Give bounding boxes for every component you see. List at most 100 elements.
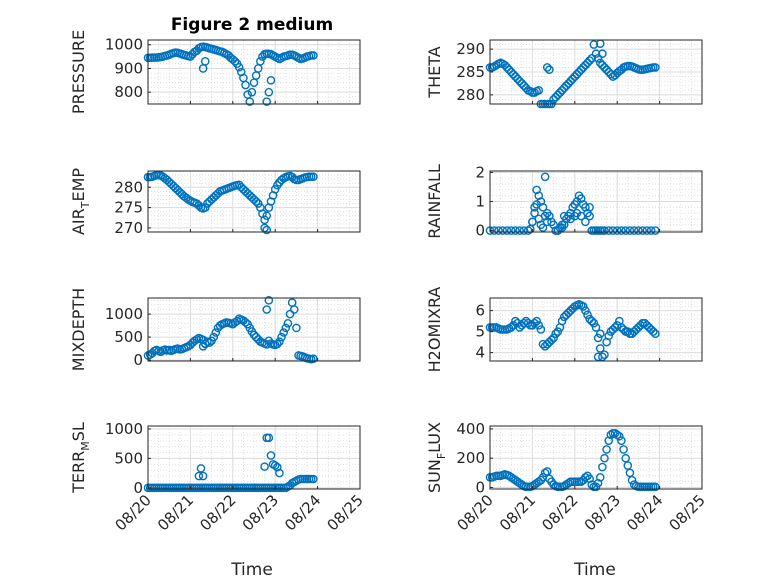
data-point <box>621 226 630 235</box>
subplot-pressure: 800 900 1000 PRESSURE <box>69 30 361 114</box>
data-point <box>260 215 269 225</box>
y-tick-label: 0 <box>475 479 485 497</box>
data-point <box>260 462 269 471</box>
axes-box <box>147 170 361 233</box>
data-point <box>591 323 601 332</box>
data-point <box>273 339 282 349</box>
data-point <box>604 331 614 341</box>
data-point <box>200 203 210 212</box>
y-tick-label: 200 <box>456 449 485 467</box>
data-point <box>532 185 541 195</box>
data-point <box>502 63 512 72</box>
data-point <box>309 474 318 484</box>
data-point <box>598 60 607 70</box>
data-point <box>494 226 503 235</box>
data-point <box>612 226 622 235</box>
x-tick-label: 08/23 <box>239 491 282 534</box>
subplot-theta: 280 285 290 THETA <box>425 39 703 109</box>
data-point <box>583 58 592 68</box>
x-axis-label-left: Time <box>230 560 273 580</box>
data-point <box>557 316 567 326</box>
data-point <box>540 172 550 182</box>
y-tick-label: 280 <box>456 86 485 104</box>
y-axis-label-part: LUX <box>425 422 444 453</box>
subplot-rainfall: 0 1 2 RAINFALL <box>425 163 703 240</box>
data-point <box>593 53 603 63</box>
data-point <box>266 75 276 85</box>
data-point <box>498 226 508 235</box>
subplot-mixdepth: 0 500 1000 MIXDEPTH <box>69 288 361 371</box>
data-point <box>186 52 195 61</box>
y-axis-label: THETA <box>425 46 444 98</box>
y-tick-label: 275 <box>114 199 143 217</box>
data-point <box>627 475 637 485</box>
figure-title: Figure 2 medium <box>171 15 333 35</box>
data-point <box>530 208 539 218</box>
data-point <box>309 354 318 364</box>
data-point <box>200 339 210 348</box>
subplot-h2omixra: 4 5 6 H2OMIXRA <box>425 287 703 372</box>
x-tick-label: 08/22 <box>538 491 581 534</box>
data-point <box>602 65 611 75</box>
data-point <box>610 323 620 332</box>
data-point <box>587 316 597 326</box>
y-axis-label-subscript: M <box>79 441 92 451</box>
data-point <box>651 226 660 235</box>
data-point <box>264 433 274 443</box>
data-point <box>629 226 639 235</box>
data-point <box>606 430 616 440</box>
data-point <box>540 211 550 221</box>
data-point <box>638 226 647 235</box>
data-point <box>264 295 274 305</box>
y-tick-label: 1000 <box>105 36 143 54</box>
data-point <box>251 332 261 342</box>
data-point <box>519 81 529 91</box>
data-point <box>511 226 520 235</box>
y-tick-label: 4 <box>475 344 485 362</box>
data-point <box>509 69 518 79</box>
data-point <box>194 471 204 481</box>
y-tick-label: 290 <box>456 40 485 58</box>
axes-box <box>147 39 361 105</box>
data-point <box>566 76 575 86</box>
data-point <box>551 92 561 102</box>
x-tick-label: 08/22 <box>196 491 239 534</box>
y-axis-label-part: TERR <box>69 451 88 494</box>
data-point <box>595 344 605 353</box>
data-point <box>557 85 567 95</box>
data-series <box>485 172 660 235</box>
data-point <box>617 226 626 235</box>
data-point <box>619 445 628 454</box>
data-point <box>540 468 550 478</box>
y-tick-label: 0 <box>133 351 143 369</box>
data-point <box>530 318 539 328</box>
data-point <box>281 323 291 333</box>
data-point <box>211 328 221 337</box>
data-point <box>247 87 257 97</box>
y-tick-label: 800 <box>114 83 143 101</box>
data-point <box>651 329 660 339</box>
x-tick-label: 08/25 <box>666 491 709 534</box>
data-point <box>279 328 288 337</box>
data-point <box>275 468 284 478</box>
data-point <box>542 217 552 227</box>
data-point <box>559 220 569 230</box>
axes-box <box>147 297 361 362</box>
data-point <box>523 226 533 235</box>
data-point <box>608 226 618 235</box>
data-point <box>589 40 599 49</box>
y-tick-label: 500 <box>114 449 143 467</box>
data-point <box>625 226 635 235</box>
data-point <box>612 430 622 440</box>
y-tick-label: 1000 <box>105 305 143 323</box>
data-point <box>275 337 284 346</box>
data-point <box>578 63 588 72</box>
data-series <box>485 299 660 362</box>
data-point <box>598 352 607 362</box>
y-tick-label: 1 <box>475 193 485 211</box>
data-point <box>617 436 626 445</box>
x-tick-label: 08/24 <box>281 491 324 534</box>
data-point <box>598 49 607 59</box>
data-point <box>534 191 544 200</box>
